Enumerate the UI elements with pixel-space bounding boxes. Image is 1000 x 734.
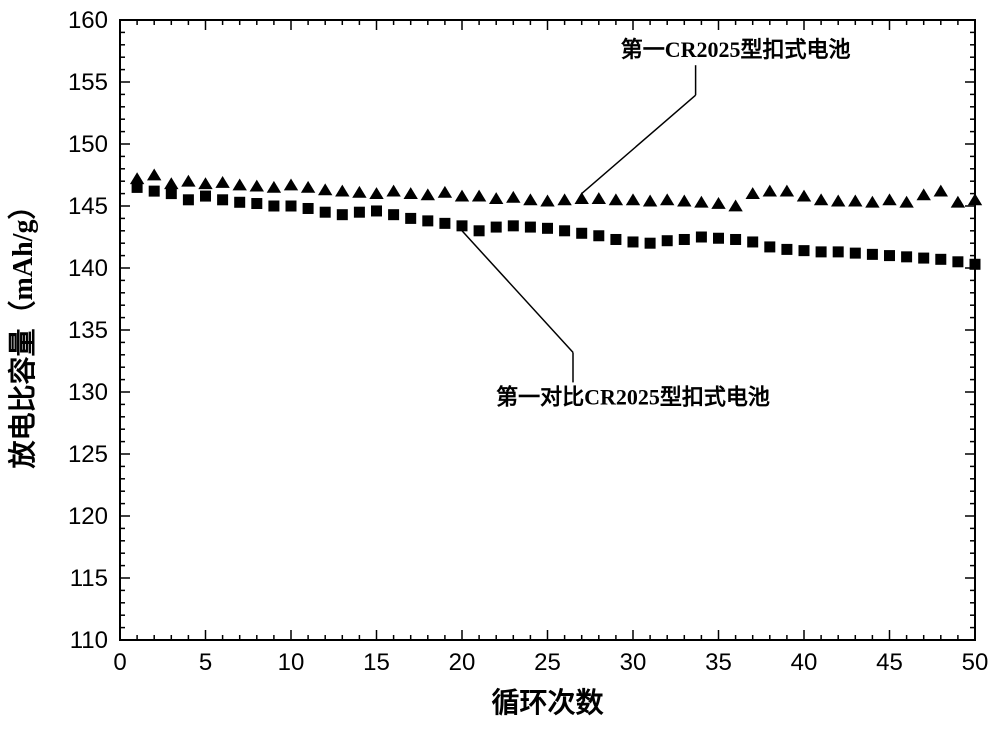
square-marker <box>234 197 245 208</box>
x-tick-label: 30 <box>620 649 647 676</box>
square-marker <box>439 218 450 229</box>
y-tick-label: 155 <box>68 69 108 96</box>
y-tick-label: 140 <box>68 255 108 282</box>
square-marker <box>166 188 177 199</box>
y-tick-label: 120 <box>68 503 108 530</box>
chart-svg: 0 5 10 15 20 25 30 35 40 45 50 110 115 120 125 130 135 14… <box>0 0 1000 734</box>
square-marker <box>662 235 673 246</box>
y-tick-label: 150 <box>68 131 108 158</box>
x-tick-label: 35 <box>705 649 732 676</box>
y-tick-label: 125 <box>68 441 108 468</box>
series-annotation: 第一对比CR2025型扣式电池 <box>496 384 770 409</box>
square-marker <box>833 246 844 257</box>
square-marker <box>593 230 604 241</box>
x-tick-label: 10 <box>278 649 305 676</box>
square-marker <box>935 254 946 265</box>
x-axis-label: 循环次数 <box>491 687 604 719</box>
square-marker <box>320 207 331 218</box>
square-marker <box>542 223 553 234</box>
square-marker <box>268 201 279 212</box>
square-marker <box>132 182 143 193</box>
square-marker <box>781 244 792 255</box>
square-marker <box>901 251 912 262</box>
y-tick-label: 115 <box>70 565 108 592</box>
square-marker <box>508 220 519 231</box>
y-tick-label: 130 <box>68 379 108 406</box>
y-tick-label: 135 <box>68 317 108 344</box>
square-marker <box>525 222 536 233</box>
x-tick-label: 45 <box>876 649 903 676</box>
square-marker <box>679 234 690 245</box>
square-marker <box>337 209 348 220</box>
square-marker <box>747 236 758 247</box>
x-tick-label: 25 <box>534 649 561 676</box>
x-tick-label: 0 <box>113 649 126 676</box>
square-marker <box>867 249 878 260</box>
square-marker <box>149 186 160 197</box>
square-marker <box>952 256 963 267</box>
x-tick-label: 15 <box>363 649 390 676</box>
square-marker <box>405 213 416 224</box>
y-tick-label: 160 <box>68 7 108 34</box>
square-marker <box>610 234 621 245</box>
square-marker <box>559 225 570 236</box>
square-marker <box>628 236 639 247</box>
y-axis-label: 放电比容量（mAh/g） <box>6 192 39 470</box>
x-tick-label: 40 <box>791 649 818 676</box>
square-marker <box>200 191 211 202</box>
square-marker <box>217 194 228 205</box>
square-marker <box>816 246 827 257</box>
square-marker <box>183 194 194 205</box>
square-marker <box>884 250 895 261</box>
square-marker <box>713 233 724 244</box>
x-tick-label: 5 <box>199 649 212 676</box>
square-marker <box>645 238 656 249</box>
square-marker <box>799 245 810 256</box>
square-marker <box>918 253 929 264</box>
series-annotation: 第一CR2025型扣式电池 <box>621 37 851 62</box>
square-marker <box>371 205 382 216</box>
square-marker <box>354 207 365 218</box>
x-tick-label: 50 <box>962 649 989 676</box>
x-tick-label: 20 <box>449 649 476 676</box>
square-marker <box>576 228 587 239</box>
square-marker <box>696 232 707 243</box>
square-marker <box>850 248 861 259</box>
square-marker <box>457 220 468 231</box>
square-marker <box>251 198 262 209</box>
square-marker <box>286 201 297 212</box>
square-marker <box>491 222 502 233</box>
square-marker <box>764 241 775 252</box>
chart-container: 0 5 10 15 20 25 30 35 40 45 50 110 115 120 125 130 135 14… <box>0 0 1000 734</box>
square-marker <box>474 225 485 236</box>
y-tick-label: 145 <box>68 193 108 220</box>
square-marker <box>730 234 741 245</box>
square-marker <box>422 215 433 226</box>
square-marker <box>970 259 981 270</box>
square-marker <box>303 203 314 214</box>
y-tick-label: 110 <box>70 627 108 654</box>
square-marker <box>388 209 399 220</box>
